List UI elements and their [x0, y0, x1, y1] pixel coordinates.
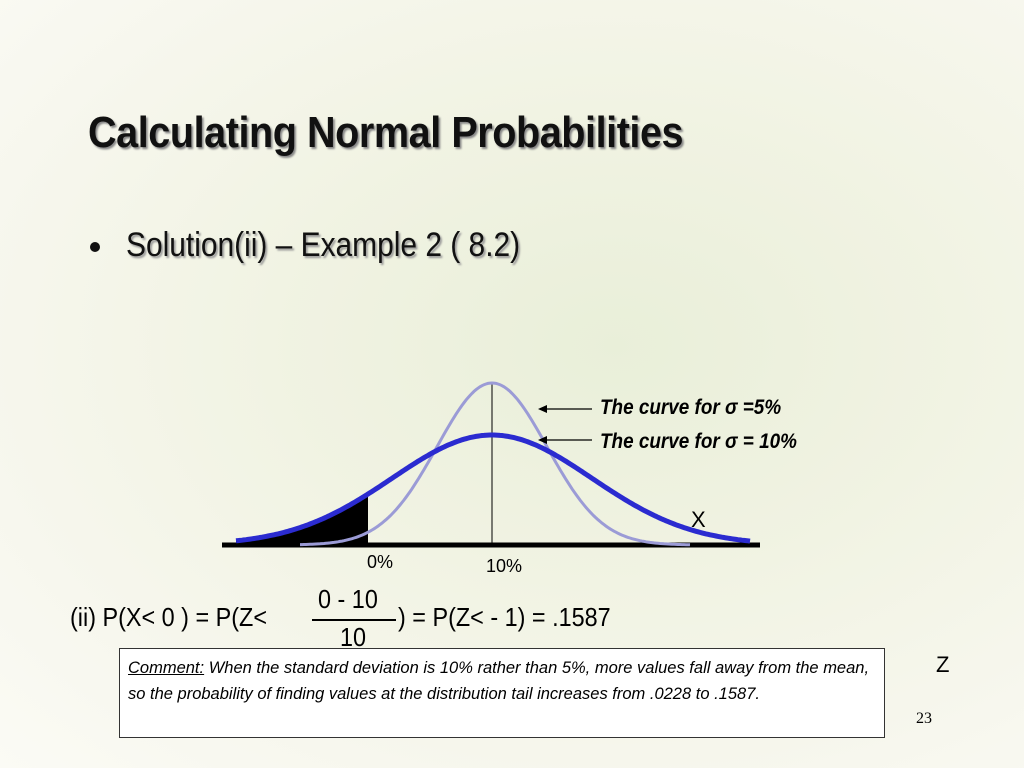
- title: Calculating Normal Probabilities: [88, 108, 684, 157]
- x-axis-label: X: [691, 507, 706, 532]
- formula-denominator: 10: [340, 622, 367, 652]
- bullet-text: Solution(ii) – Example 2 ( 8.2): [126, 226, 521, 264]
- tick-label: 0%: [367, 552, 394, 572]
- fraction-bar: [312, 619, 396, 621]
- arrow-head: [538, 436, 547, 444]
- wide-curve: [235, 432, 751, 544]
- formula-right: ) = P(Z< - 1) = .1587: [398, 602, 611, 632]
- tick-label: 10%: [486, 556, 523, 576]
- narrow-curve: [300, 381, 691, 547]
- z-label: Z: [936, 652, 950, 677]
- formula-numerator: 0 - 10: [318, 584, 378, 614]
- page-number: 23: [916, 710, 932, 727]
- wide-curve-label: The curve for σ = 10%: [600, 430, 797, 453]
- narrow-curve-label: The curve for σ =5%: [600, 396, 782, 419]
- formula-left: (ii) P(X< 0 ) = P(Z<: [70, 602, 268, 632]
- arrow-head: [538, 405, 547, 413]
- tail-area: [236, 494, 368, 545]
- comment-label: Comment:: [128, 659, 205, 677]
- comment-text: When the standard deviation is 10% rathe…: [128, 659, 870, 703]
- comment-box: Comment: When the standard deviation is …: [119, 648, 885, 738]
- bullet-dot: [90, 242, 100, 252]
